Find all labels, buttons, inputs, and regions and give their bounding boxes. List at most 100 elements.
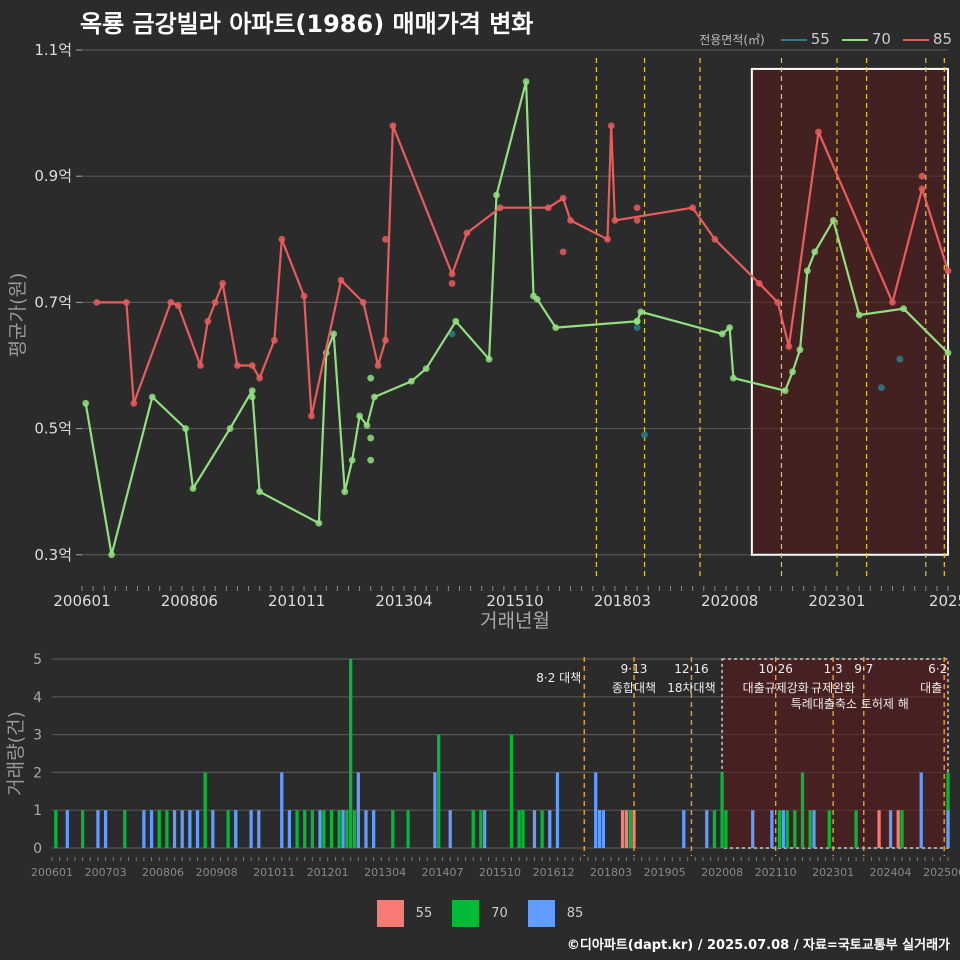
bar-55 (896, 810, 900, 848)
point-70 (781, 387, 789, 395)
policy-label: 10·26 (759, 662, 793, 676)
point-70 (789, 368, 796, 376)
point-85 (633, 204, 641, 212)
bar-70 (157, 810, 161, 848)
legend-title: 전용면적(㎡) (699, 32, 765, 47)
bar-85 (919, 772, 923, 848)
bar-70 (406, 810, 410, 848)
legend-label-55: 55 (810, 30, 830, 48)
policy-sub-label: 대출 (920, 681, 942, 695)
bar-x-tick-label: 202110 (755, 866, 797, 879)
bar-70 (123, 810, 127, 848)
point-70 (407, 377, 415, 385)
point-70 (900, 305, 907, 313)
bar-x-tick-label: 201905 (644, 866, 686, 879)
bar-85 (448, 810, 452, 848)
legend-item-55: 55 (775, 30, 830, 48)
legend-item-85: 85 (897, 30, 952, 48)
bar-85 (770, 810, 774, 848)
bar-highlight-period-box (721, 658, 949, 849)
bar-x-tick-label: 201201 (307, 866, 349, 879)
bar-70 (310, 810, 315, 848)
point-85 (204, 317, 212, 325)
x-axis-label: 거래년월 (480, 610, 550, 632)
point-85 (711, 235, 719, 243)
point-85 (567, 216, 574, 224)
point-85 (167, 298, 175, 306)
bar-70 (437, 734, 441, 848)
bar-x-tick-label: 200806 (142, 866, 184, 879)
bar-85 (548, 810, 552, 848)
point-85 (337, 276, 345, 284)
bar-70 (322, 810, 326, 848)
bar-70 (724, 810, 728, 848)
point-85 (123, 298, 130, 306)
bar-85 (142, 810, 146, 848)
point-85 (785, 343, 793, 350)
bar-70 (793, 810, 797, 848)
bar-x-tick-label: 202404 (870, 866, 912, 879)
source-footer: ©디아파트(dapt.kr) / 2025.07.08 / 자료=국토교통부 실… (566, 938, 950, 953)
point-70 (855, 311, 863, 319)
bar-85 (234, 810, 238, 848)
bar-x-tick-label: 200908 (196, 866, 238, 879)
bar-x-tick-label: 202301 (812, 866, 854, 879)
point-70 (226, 425, 234, 432)
bar-70 (785, 810, 789, 848)
y-tick-label: 0.5억 (34, 420, 72, 438)
bar-y-tick-label: 4 (33, 690, 42, 706)
point-70 (363, 422, 371, 429)
point-70 (370, 393, 378, 401)
bar-85 (682, 810, 686, 848)
point-85 (611, 216, 619, 224)
point-85 (689, 204, 697, 212)
policy-label: 9·7 (854, 662, 873, 676)
point-85 (174, 302, 182, 309)
point-85 (382, 235, 389, 243)
bar-70 (808, 810, 812, 848)
bar-85 (532, 810, 537, 848)
bar-85 (594, 772, 598, 848)
bar-70 (337, 810, 341, 848)
bar-85 (372, 810, 376, 848)
bar-70 (165, 810, 169, 848)
bar-legend-swatch-70 (452, 900, 480, 927)
point-85 (219, 280, 227, 287)
legend-label-70: 70 (871, 30, 891, 48)
bar-x-tick-label: 201612 (533, 866, 575, 879)
policy-label: 6·2 (928, 662, 947, 676)
bar-y-tick-label: 0 (33, 841, 42, 857)
legend-swatch-70 (841, 39, 868, 41)
point-70 (182, 425, 190, 432)
y-tick-label: 1.1억 (34, 41, 72, 59)
bar-x-tick-label: 200601 (31, 866, 73, 879)
point-55 (448, 330, 456, 338)
x-tick-label: 2025 (929, 592, 960, 610)
point-70 (367, 456, 375, 464)
bar-70 (352, 810, 357, 848)
y-tick-label: 0.3억 (34, 546, 72, 564)
point-85 (448, 270, 456, 278)
point-85 (234, 362, 241, 369)
bar-legend-item-85: 85 (527, 900, 583, 927)
point-70 (256, 488, 264, 496)
point-85 (918, 172, 926, 180)
bar-legend-swatch-85 (527, 900, 555, 927)
bar-85 (341, 810, 345, 848)
point-70 (367, 374, 375, 382)
point-85 (248, 362, 256, 369)
bar-85 (180, 810, 184, 848)
policy-label: 1·3 (824, 662, 843, 676)
point-85 (463, 229, 471, 237)
bar-70 (295, 810, 299, 848)
point-85 (607, 122, 615, 130)
bar-legend-label-70: 70 (491, 906, 508, 921)
bar-85 (888, 810, 893, 848)
bar-85 (946, 810, 950, 848)
point-70 (148, 393, 156, 401)
point-70 (356, 412, 363, 420)
policy-label: 9·13 (621, 662, 648, 676)
bar-85 (364, 810, 368, 848)
legend-swatch-85 (902, 39, 929, 41)
point-85 (130, 399, 138, 407)
